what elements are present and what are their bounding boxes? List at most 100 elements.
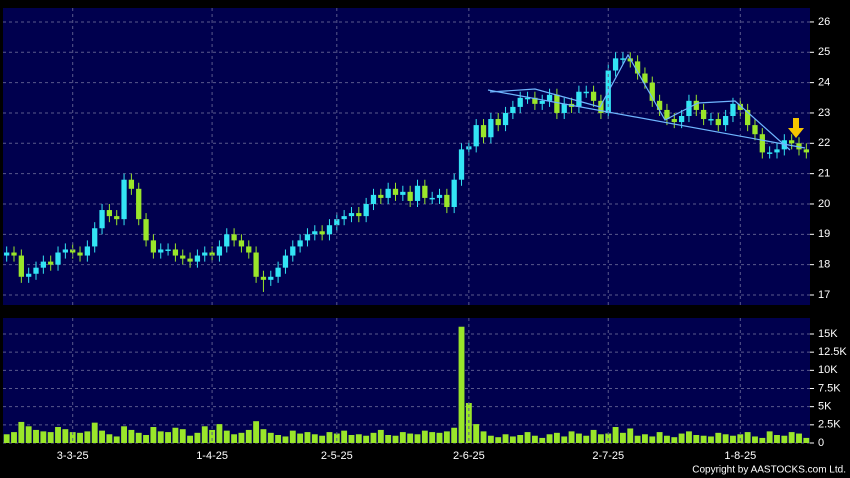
volume-bar xyxy=(348,435,355,443)
y-tick-label: 0 xyxy=(818,437,824,449)
volume-bar xyxy=(260,429,267,443)
volume-bar xyxy=(18,421,25,443)
volume-bar xyxy=(201,426,208,443)
candle-body xyxy=(165,249,171,251)
volume-bar xyxy=(326,432,333,443)
volume-bar xyxy=(275,435,282,443)
candle-body xyxy=(414,185,421,201)
y-tick-label: 25 xyxy=(818,46,830,58)
volume-bar xyxy=(774,435,780,443)
y-tick-label: 15K xyxy=(818,328,838,340)
candle-body xyxy=(642,73,648,83)
volume-bar xyxy=(311,434,318,443)
volume-bar xyxy=(715,432,722,443)
candle-body xyxy=(150,240,157,253)
candle-body xyxy=(4,252,10,256)
volume-bar xyxy=(113,436,120,443)
volume-bar xyxy=(209,429,216,443)
volume-bar xyxy=(664,435,670,443)
candle-body xyxy=(11,252,17,256)
volume-bar xyxy=(414,434,421,443)
volume-bar xyxy=(781,435,788,443)
candle-body xyxy=(422,185,428,198)
candle-body xyxy=(253,252,259,277)
candle-body xyxy=(539,100,545,104)
candle-body xyxy=(803,149,809,153)
volume-bar xyxy=(421,430,428,443)
y-tick-label: 23 xyxy=(818,107,830,119)
volume-bar xyxy=(304,432,311,443)
candle-body xyxy=(326,225,333,235)
y-tick-label: 12.5K xyxy=(818,346,847,358)
candle-body xyxy=(634,61,641,74)
candle-body xyxy=(231,234,237,241)
volume-bar xyxy=(561,436,568,443)
candle-body xyxy=(99,210,105,229)
candle-body xyxy=(722,116,729,126)
candle-body xyxy=(664,109,670,120)
volume-bar xyxy=(150,427,157,443)
x-tick-label: 1-8-25 xyxy=(724,450,756,462)
volume-bar xyxy=(443,431,450,443)
candle-body xyxy=(260,276,267,280)
candle-body xyxy=(744,109,751,126)
candle-body xyxy=(18,255,24,277)
candle-body xyxy=(429,197,435,200)
candle-body xyxy=(546,94,553,101)
candle-body xyxy=(114,216,120,220)
candle-body xyxy=(143,219,149,241)
candle-body xyxy=(598,100,604,113)
volume-bar xyxy=(487,435,494,443)
candle-body xyxy=(55,252,61,265)
x-tick-label: 3-3-25 xyxy=(57,450,89,462)
volume-bar xyxy=(744,432,751,443)
candle-body xyxy=(92,228,98,247)
y-tick-label: 17 xyxy=(818,289,830,301)
candle-body xyxy=(620,58,626,60)
volume-bar xyxy=(99,430,105,443)
candle-body xyxy=(759,134,765,153)
copyright: Copyright by AASTOCKS.com Ltd. xyxy=(692,465,846,476)
volume-bar xyxy=(91,422,98,443)
volume-bar xyxy=(392,435,399,443)
candle-body xyxy=(700,109,707,120)
volume-bar xyxy=(803,437,810,443)
volume-bar xyxy=(480,431,487,443)
volume-bar xyxy=(436,432,443,443)
volume-panel xyxy=(3,318,810,443)
candle-body xyxy=(385,188,391,198)
volume-bar xyxy=(524,432,531,443)
candle-body xyxy=(554,94,560,113)
volume-bar xyxy=(678,433,685,443)
candle-body xyxy=(532,97,538,104)
candle-body xyxy=(297,240,303,247)
volume-bar xyxy=(135,432,142,443)
candle-body xyxy=(62,249,69,253)
volume-bar xyxy=(11,432,17,443)
volume-bar xyxy=(517,435,524,443)
volume-bar xyxy=(627,428,634,443)
y-tick-label: 26 xyxy=(818,16,830,28)
volume-bar xyxy=(179,429,186,443)
volume-bar xyxy=(531,435,538,443)
volume-bar xyxy=(539,437,546,443)
candle-body xyxy=(612,58,619,71)
y-tick-label: 19 xyxy=(818,228,830,240)
y-tick-label: 5K xyxy=(818,401,832,413)
candle-body xyxy=(202,252,208,256)
volume-bar xyxy=(612,427,619,443)
candle-body xyxy=(458,149,465,180)
candle-body xyxy=(715,119,721,126)
volume-bar xyxy=(187,435,194,443)
volume-bar xyxy=(590,429,597,443)
volume-bar xyxy=(282,436,289,443)
volume-bar xyxy=(429,432,436,443)
y-tick-label: 21 xyxy=(818,168,830,180)
volume-bar xyxy=(583,435,590,443)
candle-body xyxy=(48,261,54,265)
volume-bar xyxy=(788,432,795,443)
volume-bar xyxy=(253,421,260,443)
candle-body xyxy=(400,191,406,195)
y-tick-label: 18 xyxy=(818,259,830,271)
